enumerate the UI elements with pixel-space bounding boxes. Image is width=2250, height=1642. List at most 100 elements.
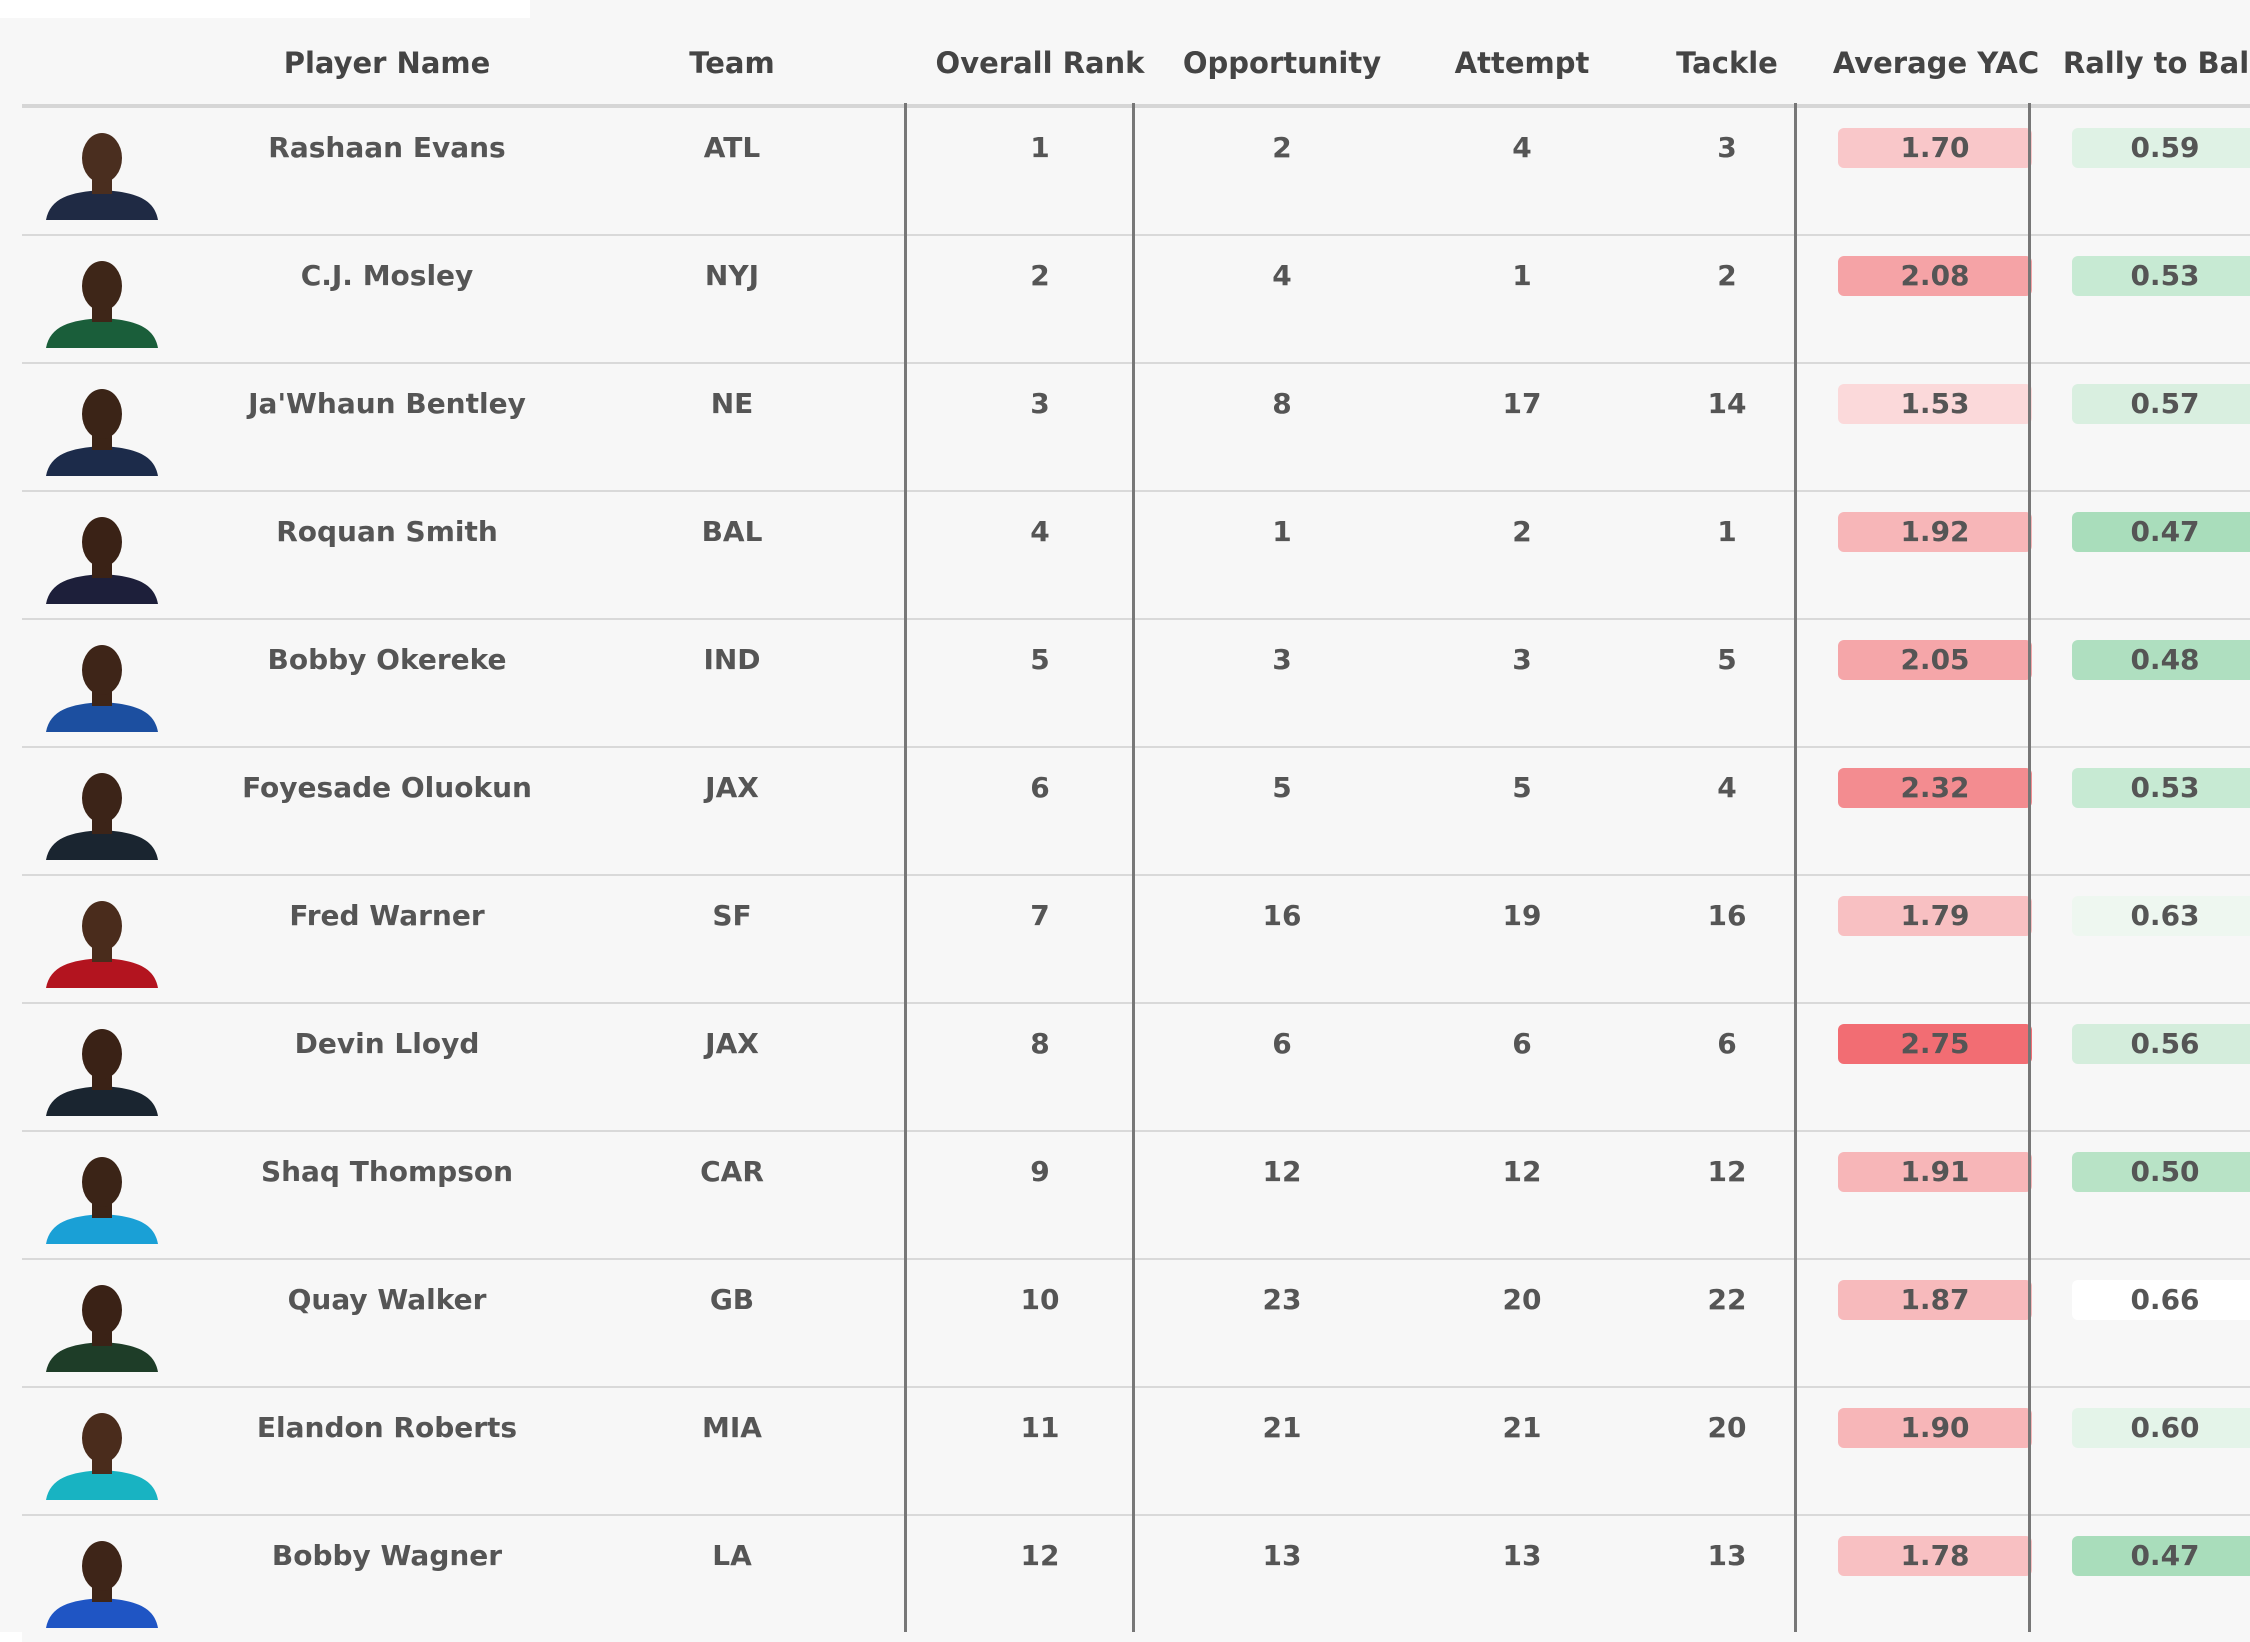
player-headshot-avatar [40,1536,164,1628]
tackle-cell: 3 [1717,131,1737,164]
table-row[interactable]: Foyesade Oluokun JAX 6 5 5 4 2.32 0.53 [22,748,2250,876]
tackle-cell: 2 [1717,259,1737,292]
average-yac-badge: 1.91 [1838,1152,2032,1192]
player-headshot-avatar [40,384,164,476]
header-attempt[interactable]: Attempt [1454,46,1590,80]
team-cell: IND [703,643,761,676]
table-row[interactable]: Bobby Okereke IND 5 3 3 5 2.05 0.48 [22,620,2250,748]
opportunity-cell: 3 [1272,643,1292,676]
attempt-cell: 13 [1502,1539,1542,1572]
opportunity-cell: 13 [1262,1539,1302,1572]
top-strip [0,0,530,18]
opportunity-cell: 8 [1272,387,1292,420]
opportunity-cell: 12 [1262,1155,1302,1188]
tackle-cell: 20 [1707,1411,1747,1444]
tackle-cell: 14 [1707,387,1747,420]
table-body: Rashaan Evans ATL 1 2 4 3 1.70 0.59 C.J. Mosley N… [22,108,2250,1642]
table-row[interactable]: Fred Warner SF 7 16 19 16 1.79 0.63 [22,876,2250,1004]
player-name-cell[interactable]: Rashaan Evans [268,131,506,164]
player-headshot-avatar [40,896,164,988]
player-headshot-avatar [40,768,164,860]
average-yac-badge: 1.90 [1838,1408,2032,1448]
table-header: Player Name Team Overall Rank Opportunit… [22,18,2250,108]
attempt-cell: 19 [1502,899,1542,932]
header-rally-to-ball[interactable]: Rally to Ball [2062,46,2250,80]
table-row[interactable]: Shaq Thompson CAR 9 12 12 12 1.91 0.50 [22,1132,2250,1260]
player-name-cell[interactable]: Ja'Whaun Bentley [248,387,526,420]
overall-rank-cell: 10 [1020,1283,1060,1316]
team-cell: NE [710,387,754,420]
tackle-cell: 16 [1707,899,1747,932]
team-cell: JAX [705,1027,759,1060]
table-row[interactable]: Ja'Whaun Bentley NE 3 8 17 14 1.53 0.57 [22,364,2250,492]
player-name-cell[interactable]: C.J. Mosley [300,259,474,292]
player-name-cell[interactable]: Devin Lloyd [294,1027,480,1060]
team-cell: CAR [700,1155,764,1188]
player-name-cell[interactable]: Foyesade Oluokun [242,771,532,804]
team-cell: SF [712,899,752,932]
player-name-cell[interactable]: Elandon Roberts [256,1411,518,1444]
tackle-cell: 12 [1707,1155,1747,1188]
team-cell: ATL [703,131,761,164]
team-cell: BAL [701,515,763,548]
team-cell: NYJ [704,259,760,292]
overall-rank-cell: 1 [1030,131,1050,164]
overall-rank-cell: 11 [1020,1411,1060,1444]
player-headshot-avatar [40,1024,164,1116]
table-row[interactable]: Elandon Roberts MIA 11 21 21 20 1.90 0.60 [22,1388,2250,1516]
header-team[interactable]: Team [689,46,775,80]
player-name-cell[interactable]: Bobby Wagner [271,1539,503,1572]
header-player-name[interactable]: Player Name [283,46,491,80]
player-headshot-avatar [40,512,164,604]
overall-rank-cell: 12 [1020,1539,1060,1572]
average-yac-badge: 1.79 [1838,896,2032,936]
divider-after-rank [1132,103,1135,1632]
tackle-cell: 4 [1717,771,1737,804]
table-row[interactable]: Quay Walker GB 10 23 20 22 1.87 0.66 [22,1260,2250,1388]
table-row[interactable]: Rashaan Evans ATL 1 2 4 3 1.70 0.59 [22,108,2250,236]
linebacker-stats-table: Player Name Team Overall Rank Opportunit… [22,18,2250,1642]
header-tackle[interactable]: Tackle [1676,46,1778,80]
rally-to-ball-badge: 0.66 [2072,1280,2250,1320]
attempt-cell: 17 [1502,387,1542,420]
rally-to-ball-badge: 0.53 [2072,768,2250,808]
average-yac-badge: 2.08 [1838,256,2032,296]
average-yac-badge: 1.92 [1838,512,2032,552]
player-name-cell[interactable]: Roquan Smith [276,515,498,548]
player-name-cell[interactable]: Shaq Thompson [260,1155,514,1188]
table-row[interactable]: Roquan Smith BAL 4 1 2 1 1.92 0.47 [22,492,2250,620]
attempt-cell: 4 [1512,131,1532,164]
attempt-cell: 2 [1512,515,1532,548]
tackle-cell: 1 [1717,515,1737,548]
tackle-cell: 6 [1717,1027,1737,1060]
player-name-cell[interactable]: Quay Walker [287,1283,487,1316]
header-opportunity[interactable]: Opportunity [1182,46,1382,80]
table-row[interactable]: Bobby Wagner LA 12 13 13 13 1.78 0.47 [22,1516,2250,1642]
rally-to-ball-badge: 0.47 [2072,1536,2250,1576]
header-average-yac[interactable]: Average YAC [1832,46,2040,80]
attempt-cell: 20 [1502,1283,1542,1316]
rally-to-ball-badge: 0.48 [2072,640,2250,680]
table-row[interactable]: C.J. Mosley NYJ 2 4 1 2 2.08 0.53 [22,236,2250,364]
rally-to-ball-badge: 0.47 [2072,512,2250,552]
player-name-cell[interactable]: Bobby Okereke [267,643,507,676]
tackle-cell: 13 [1707,1539,1747,1572]
player-headshot-avatar [40,1408,164,1500]
team-cell: MIA [702,1411,762,1444]
average-yac-badge: 1.70 [1838,128,2032,168]
attempt-cell: 12 [1502,1155,1542,1188]
header-overall-rank[interactable]: Overall Rank [935,46,1145,80]
opportunity-cell: 4 [1272,259,1292,292]
average-yac-badge: 2.75 [1838,1024,2032,1064]
attempt-cell: 3 [1512,643,1532,676]
table-row[interactable]: Devin Lloyd JAX 8 6 6 6 2.75 0.56 [22,1004,2250,1132]
opportunity-cell: 5 [1272,771,1292,804]
divider-after-tackle [1794,103,1797,1632]
rally-to-ball-badge: 0.57 [2072,384,2250,424]
player-name-cell[interactable]: Fred Warner [289,899,485,932]
opportunity-cell: 6 [1272,1027,1292,1060]
rally-to-ball-badge: 0.60 [2072,1408,2250,1448]
overall-rank-cell: 6 [1030,771,1050,804]
overall-rank-cell: 4 [1030,515,1050,548]
